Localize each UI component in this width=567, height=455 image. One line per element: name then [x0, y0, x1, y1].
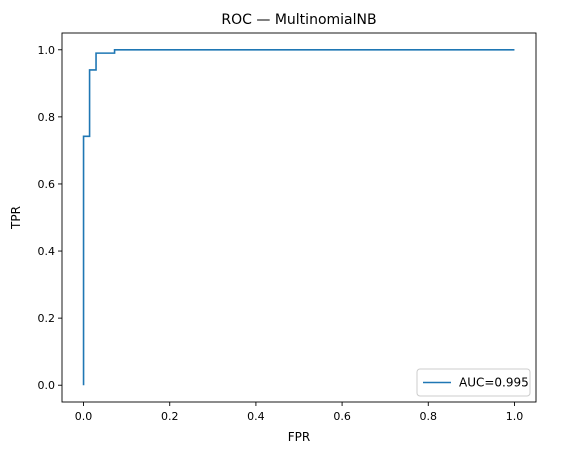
- x-tick-label: 0.6: [333, 410, 351, 423]
- y-tick-label: 0.4: [38, 245, 56, 258]
- x-axis-label: FPR: [288, 430, 310, 444]
- legend: AUC=0.995: [417, 369, 530, 396]
- x-tick-label: 1.0: [506, 410, 524, 423]
- chart-title: ROC — MultinomialNB: [221, 12, 376, 28]
- x-tick-label: 0.8: [420, 410, 438, 423]
- y-tick-label: 0.8: [38, 111, 56, 124]
- y-axis-label: TPR: [9, 206, 23, 230]
- y-tick-label: 0.2: [38, 312, 56, 325]
- y-tick-label: 1.0: [38, 44, 56, 57]
- x-tick-label: 0.2: [161, 410, 179, 423]
- y-tick-label: 0.0: [38, 379, 56, 392]
- legend-label: AUC=0.995: [459, 376, 529, 390]
- x-tick-label: 0.0: [75, 410, 93, 423]
- y-tick-label: 0.6: [38, 178, 56, 191]
- x-tick-label: 0.4: [247, 410, 265, 423]
